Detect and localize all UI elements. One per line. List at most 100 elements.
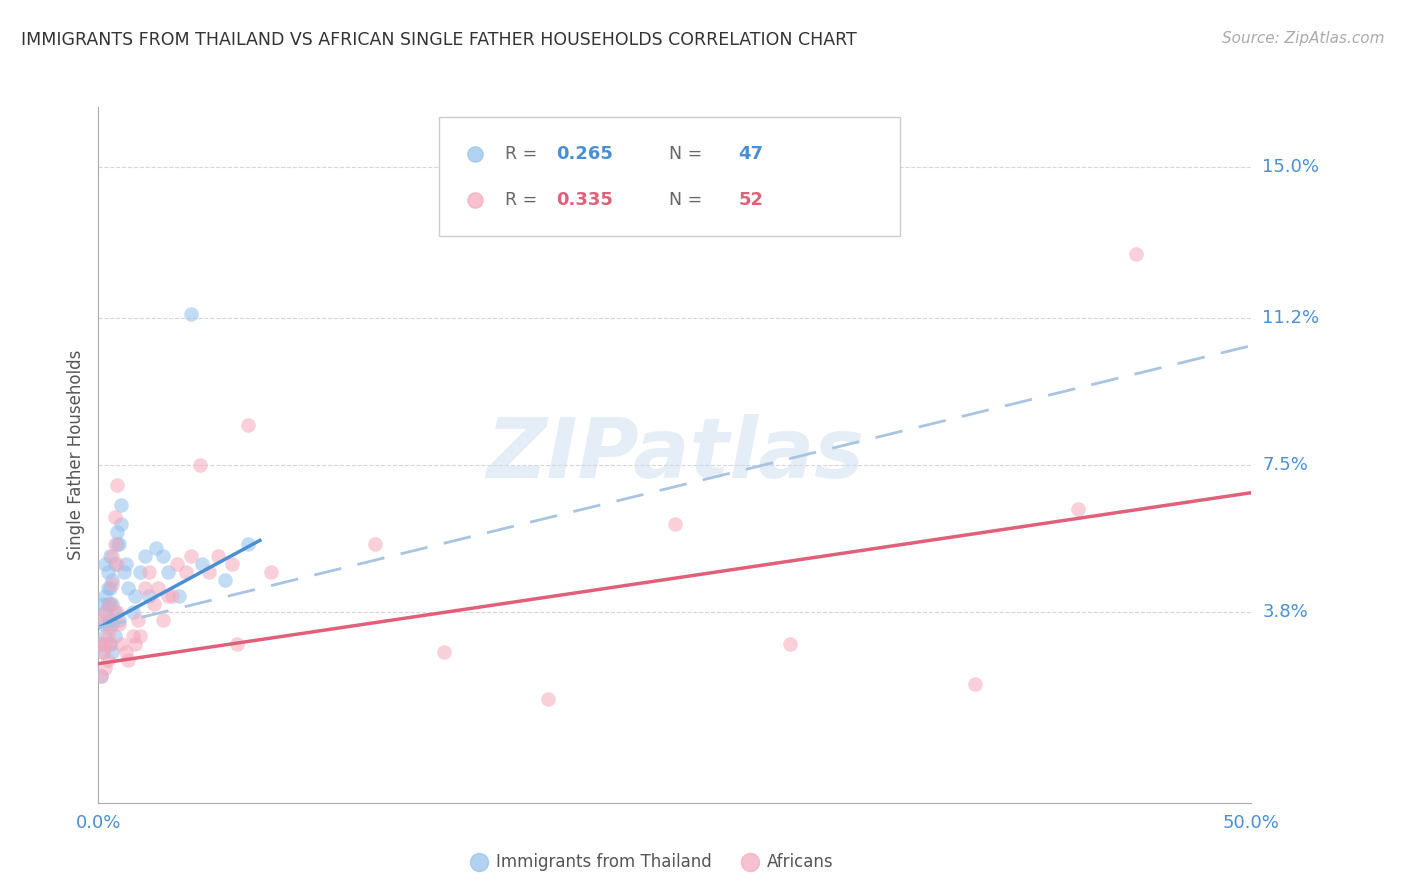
Point [963, 676, 986, 690]
Point [110, 637, 132, 651]
Text: ZIPatlas: ZIPatlas [486, 415, 863, 495]
Point [91, 645, 114, 659]
Text: 11.2%: 11.2% [1263, 309, 1320, 326]
Point [105, 605, 128, 619]
Point [103, 537, 125, 551]
Text: 0.335: 0.335 [557, 191, 613, 209]
Point [152, 613, 174, 627]
Point [174, 565, 197, 579]
Point [105, 558, 128, 572]
Point [124, 589, 146, 603]
Point [91, 613, 114, 627]
Text: 7.5%: 7.5% [1263, 456, 1309, 474]
Point [105, 525, 128, 540]
Text: N =: N = [658, 145, 707, 162]
Point [156, 589, 179, 603]
Text: Africans: Africans [768, 853, 834, 871]
Point [191, 558, 214, 572]
Point [134, 549, 156, 564]
Point [225, 637, 247, 651]
Point [103, 629, 125, 643]
Point [108, 537, 131, 551]
Point [214, 573, 236, 587]
Point [145, 541, 167, 556]
Point [152, 549, 174, 564]
Point [148, 581, 170, 595]
Point [664, 517, 686, 532]
Point [108, 616, 131, 631]
Point [122, 629, 145, 643]
Point [537, 692, 560, 706]
Point [101, 573, 124, 587]
Point [142, 597, 165, 611]
Text: 3.8%: 3.8% [1263, 603, 1308, 621]
Text: 0.265: 0.265 [557, 145, 613, 162]
Text: IMMIGRANTS FROM THAILAND VS AFRICAN SINGLE FATHER HOUSEHOLDS CORRELATION CHART: IMMIGRANTS FROM THAILAND VS AFRICAN SING… [21, 31, 856, 49]
Point [97, 653, 120, 667]
Point [90, 637, 112, 651]
Point [97, 629, 120, 643]
Point [94, 637, 117, 651]
Text: 52: 52 [738, 191, 763, 209]
Point [127, 613, 149, 627]
Point [112, 565, 135, 579]
Point [108, 613, 131, 627]
Point [138, 565, 160, 579]
Point [94, 589, 117, 603]
Point [94, 605, 117, 619]
Point [103, 605, 125, 619]
Point [90, 668, 112, 682]
Point [98, 637, 121, 651]
Point [97, 597, 120, 611]
Point [1067, 501, 1090, 516]
Text: N =: N = [658, 191, 707, 209]
Point [91, 597, 114, 611]
Point [238, 418, 260, 433]
Point [117, 581, 139, 595]
Point [260, 565, 283, 579]
Point [98, 637, 121, 651]
Point [110, 517, 132, 532]
Point [97, 616, 120, 631]
Point [779, 637, 801, 651]
Point [90, 668, 112, 682]
Point [207, 549, 229, 564]
Point [98, 581, 121, 595]
Point [101, 616, 124, 631]
Point [103, 509, 125, 524]
Point [124, 637, 146, 651]
Point [115, 645, 138, 659]
Point [180, 307, 202, 321]
Point [115, 558, 138, 572]
Point [433, 645, 456, 659]
Point [134, 581, 156, 595]
Point [98, 597, 121, 611]
Point [129, 629, 152, 643]
Point [98, 613, 121, 627]
Text: R =: R = [505, 191, 543, 209]
Point [101, 549, 124, 564]
Point [98, 597, 121, 611]
Point [98, 549, 121, 564]
Text: R =: R = [505, 145, 543, 162]
Point [94, 558, 117, 572]
Text: Source: ZipAtlas.com: Source: ZipAtlas.com [1222, 31, 1385, 46]
Point [105, 537, 128, 551]
Text: 47: 47 [738, 145, 763, 162]
Point [160, 589, 183, 603]
Point [198, 565, 221, 579]
Point [166, 558, 188, 572]
Point [188, 458, 211, 472]
Point [91, 616, 114, 631]
Text: 15.0%: 15.0% [1263, 158, 1319, 176]
Point [97, 581, 120, 595]
Point [238, 537, 260, 551]
Point [91, 645, 114, 659]
Point [103, 558, 125, 572]
Point [110, 498, 132, 512]
Point [364, 537, 387, 551]
Point [167, 589, 190, 603]
Y-axis label: Single Father Households: Single Father Households [66, 350, 84, 560]
Point [221, 558, 243, 572]
Point [98, 621, 121, 635]
